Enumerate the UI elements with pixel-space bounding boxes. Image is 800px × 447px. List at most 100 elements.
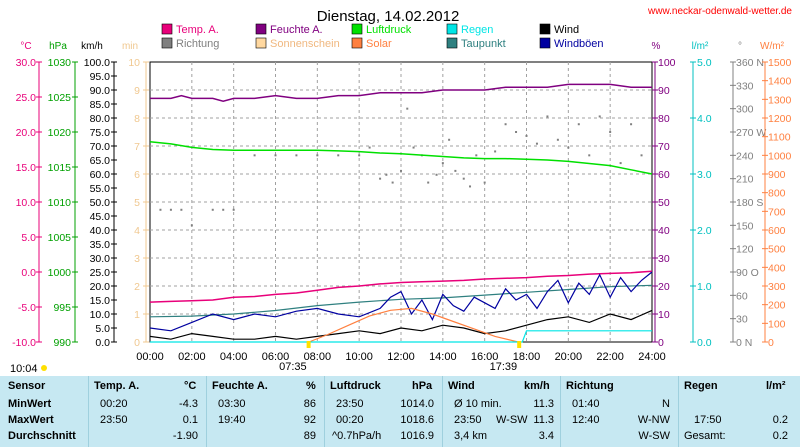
- tick-label-wind: 0.0: [95, 337, 110, 349]
- x-tick-label: 16:00: [471, 351, 499, 363]
- axis-unit-temp: °C: [20, 41, 31, 52]
- stats-min-dir-time: 01:40: [572, 398, 600, 410]
- tick-label-solar: 1400: [768, 76, 792, 88]
- tick-label-wind: 10.0: [90, 309, 111, 321]
- tick-label-wind: 50.0: [90, 197, 111, 209]
- tick-label-humidity: 70: [658, 141, 670, 153]
- stats-avg-wind-time: 3,4 km: [454, 430, 488, 442]
- tick-label-solar: 600: [768, 225, 786, 237]
- tick-label-solar: 0: [768, 337, 774, 349]
- direction-point: [494, 150, 497, 153]
- direction-point: [169, 208, 172, 211]
- stats-avg-wind-val: 3.4: [538, 430, 554, 442]
- legend-label: Luftdruck: [366, 24, 412, 36]
- stats-min-press-time: 23:50: [336, 398, 364, 410]
- direction-point: [435, 173, 438, 176]
- direction-point: [406, 107, 409, 110]
- tick-label-wind: 25.0: [90, 267, 111, 279]
- tick-label-wind: 65.0: [90, 155, 111, 167]
- x-tick-label: 18:00: [513, 351, 541, 363]
- stats-avg-press-val: 1016.9: [400, 430, 434, 442]
- direction-point: [469, 185, 472, 188]
- series-line: [149, 141, 653, 175]
- stats-header-temp-unit: °C: [184, 380, 197, 392]
- tick-label-rain: 5.0: [697, 57, 712, 69]
- stats-max-press-time: 00:20: [336, 414, 364, 426]
- direction-point: [190, 224, 193, 227]
- tick-label-solar: 200: [768, 300, 786, 312]
- stats-max-temp-time: 23:50: [100, 414, 128, 426]
- series-line: [149, 270, 653, 303]
- legend-swatch: [161, 37, 173, 49]
- direction-point: [525, 134, 528, 137]
- tick-label-solar: 1200: [768, 113, 792, 125]
- site-url[interactable]: www.neckar-odenwald-wetter.de: [647, 6, 792, 17]
- direction-point: [454, 169, 457, 172]
- direction-point: [385, 173, 388, 176]
- tick-label-solar: 1500: [768, 57, 792, 69]
- tick-label-solar: 900: [768, 169, 786, 181]
- tick-label-sun: 4: [134, 225, 140, 237]
- x-tick-label: 04:00: [220, 351, 248, 363]
- stats-avg-rain-val: 0.2: [772, 430, 788, 442]
- stats-header-press: Luftdruck: [330, 380, 381, 392]
- tick-label-temp: 5.0: [21, 232, 36, 244]
- x-tick-label: 00:00: [136, 351, 164, 363]
- stats-max-hum-val: 92: [303, 414, 316, 426]
- tick-label-solar: 700: [768, 206, 786, 218]
- direction-point: [427, 181, 430, 184]
- direction-point: [567, 146, 570, 149]
- direction-point: [598, 115, 601, 118]
- stats-header-press-unit: hPa: [412, 380, 433, 392]
- direction-point: [159, 208, 162, 211]
- tick-label-pressure: 1025: [48, 92, 72, 104]
- series-line: [149, 271, 653, 332]
- tick-label-direction: 90 O: [736, 267, 759, 279]
- tick-label-direction: 360 N: [736, 57, 764, 69]
- tick-label-direction: 210: [736, 174, 754, 186]
- direction-point: [211, 208, 214, 211]
- tick-label-wind: 90.0: [90, 85, 111, 97]
- tick-label-wind: 75.0: [90, 127, 111, 139]
- tick-label-humidity: 50: [658, 197, 670, 209]
- direction-point: [400, 169, 402, 172]
- direction-point: [462, 177, 465, 180]
- tick-label-direction: 270 W: [736, 127, 766, 139]
- tick-label-solar: 400: [768, 262, 786, 274]
- axis-unit-sun: min: [122, 41, 138, 52]
- tick-label-pressure: 1000: [48, 267, 72, 279]
- legend-label: Wind: [554, 24, 579, 36]
- tick-label-wind: 15.0: [90, 295, 111, 307]
- series-line: [308, 307, 519, 343]
- legend-label: Solar: [366, 38, 392, 50]
- tick-label-humidity: 80: [658, 113, 670, 125]
- weather-chart: Dienstag, 14.02.2012 www.neckar-odenwald…: [10, 6, 792, 375]
- tick-label-direction: 300: [736, 104, 754, 116]
- series-line: [149, 284, 653, 318]
- axis-unit-wind: km/h: [81, 41, 103, 52]
- stats-header-rain: Regen: [684, 380, 718, 392]
- sunrise-marker: [306, 341, 311, 348]
- tick-label-wind: 35.0: [90, 239, 111, 251]
- stats-header-dir: Richtung: [566, 380, 614, 392]
- tick-label-humidity: 0: [658, 337, 664, 349]
- stats-max-rain-val: 0.2: [772, 414, 788, 426]
- sunrise-label: 07:35: [279, 361, 307, 373]
- tick-label-sun: 0: [134, 337, 140, 349]
- tick-label-temp: -10.0: [12, 337, 36, 349]
- tick-label-sun: 6: [134, 169, 140, 181]
- tick-label-temp: 0.0: [21, 267, 36, 279]
- legend-label: Windböen: [554, 38, 604, 50]
- direction-point: [630, 123, 633, 126]
- tick-label-direction: 0 N: [736, 337, 752, 349]
- stats-min-hum-val: 86: [303, 398, 316, 410]
- tick-label-wind: 95.0: [90, 71, 111, 83]
- legend-swatch: [539, 23, 551, 35]
- direction-point: [368, 146, 371, 149]
- tick-label-rain: 0.0: [697, 337, 712, 349]
- legend-swatch: [255, 23, 267, 35]
- tick-label-direction: 330: [736, 80, 754, 92]
- legend-swatch: [255, 37, 267, 49]
- tick-label-wind: 85.0: [90, 99, 111, 111]
- tick-label-wind: 100.0: [84, 57, 110, 69]
